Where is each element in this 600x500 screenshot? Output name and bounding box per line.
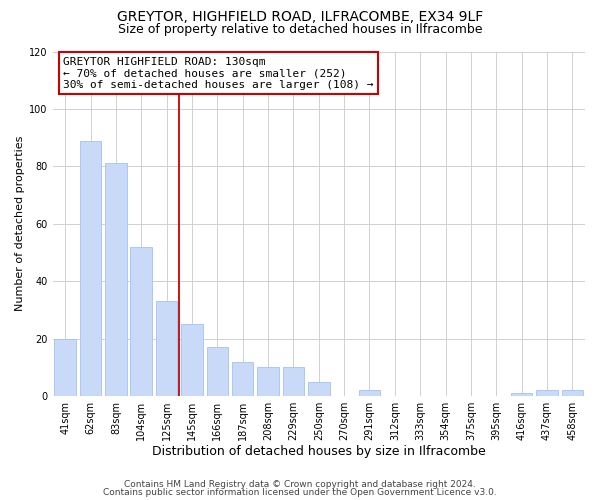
Bar bbox=[308, 382, 329, 396]
Bar bbox=[232, 362, 253, 396]
Bar bbox=[80, 140, 101, 396]
Bar bbox=[359, 390, 380, 396]
Bar bbox=[156, 302, 178, 396]
Y-axis label: Number of detached properties: Number of detached properties bbox=[15, 136, 25, 312]
Bar bbox=[283, 368, 304, 396]
Bar bbox=[562, 390, 583, 396]
Text: GREYTOR HIGHFIELD ROAD: 130sqm
← 70% of detached houses are smaller (252)
30% of: GREYTOR HIGHFIELD ROAD: 130sqm ← 70% of … bbox=[63, 56, 374, 90]
Text: Contains public sector information licensed under the Open Government Licence v3: Contains public sector information licen… bbox=[103, 488, 497, 497]
Bar bbox=[130, 247, 152, 396]
Bar bbox=[181, 324, 203, 396]
Bar bbox=[55, 338, 76, 396]
Text: Contains HM Land Registry data © Crown copyright and database right 2024.: Contains HM Land Registry data © Crown c… bbox=[124, 480, 476, 489]
Bar bbox=[257, 368, 279, 396]
X-axis label: Distribution of detached houses by size in Ilfracombe: Distribution of detached houses by size … bbox=[152, 444, 485, 458]
Bar bbox=[536, 390, 558, 396]
Bar bbox=[206, 348, 228, 396]
Bar bbox=[511, 393, 532, 396]
Text: Size of property relative to detached houses in Ilfracombe: Size of property relative to detached ho… bbox=[118, 22, 482, 36]
Text: GREYTOR, HIGHFIELD ROAD, ILFRACOMBE, EX34 9LF: GREYTOR, HIGHFIELD ROAD, ILFRACOMBE, EX3… bbox=[117, 10, 483, 24]
Bar bbox=[105, 164, 127, 396]
